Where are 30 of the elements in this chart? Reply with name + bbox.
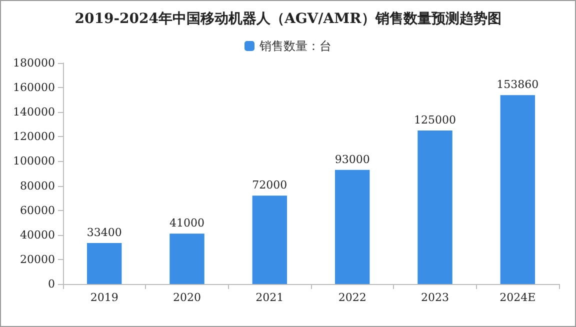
y-tick-label: 60000 xyxy=(20,204,55,217)
y-tick-label: 140000 xyxy=(13,106,55,119)
y-tick-label: 80000 xyxy=(20,179,55,192)
data-label: 125000 xyxy=(414,114,456,127)
x-tick-label: 2023 xyxy=(421,291,449,304)
bar xyxy=(170,234,204,284)
x-tick-label: 2021 xyxy=(256,291,284,304)
bar xyxy=(334,170,370,284)
chart-title: 2019-2024年中国移动机器人（AGV/AMR）销售数量预测趋势图 xyxy=(74,11,502,27)
y-tick-label: 100000 xyxy=(13,154,55,168)
y-tick-label: 0 xyxy=(48,278,55,290)
bar xyxy=(500,95,536,284)
x-tick-label: 2024E xyxy=(500,291,536,304)
x-tick-label: 2020 xyxy=(173,291,201,304)
y-tick-label: 160000 xyxy=(13,81,55,94)
x-tick-label: 2022 xyxy=(338,291,366,304)
bar xyxy=(418,130,452,284)
bar xyxy=(252,196,288,284)
legend-label: 销售数量：台 xyxy=(258,39,332,53)
y-tick-label: 180000 xyxy=(13,56,55,70)
data-label: 72000 xyxy=(252,178,288,192)
x-tick-label: 2019 xyxy=(90,291,118,304)
y-tick-label: 20000 xyxy=(20,252,55,266)
data-label: 153860 xyxy=(496,78,539,92)
data-label: 93000 xyxy=(334,152,370,166)
y-tick-label: 40000 xyxy=(20,228,55,242)
data-label: 41000 xyxy=(170,216,204,230)
y-tick-label: 120000 xyxy=(13,130,55,144)
data-label: 33400 xyxy=(86,226,122,239)
bar xyxy=(86,242,122,284)
